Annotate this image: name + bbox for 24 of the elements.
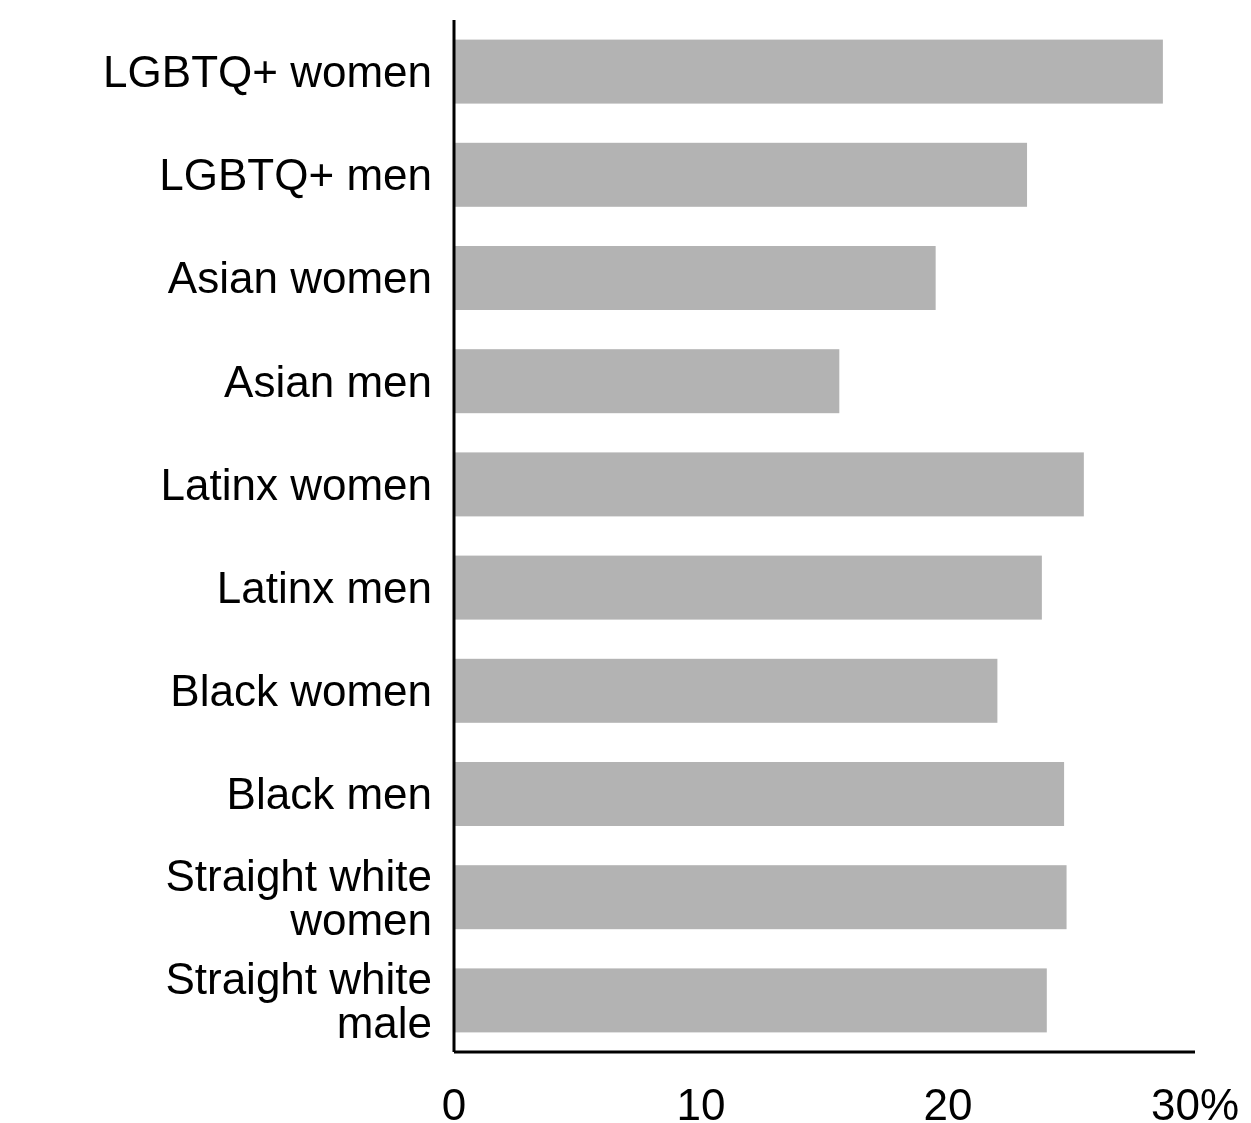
- x-tick-label: 0: [441, 1080, 467, 1123]
- x-tick-label: 30%: [1150, 1080, 1240, 1123]
- y-tick-label: Asian women: [167, 253, 432, 303]
- y-tick-label: Straight white male: [165, 953, 432, 1047]
- bar: [454, 246, 936, 310]
- bar: [454, 555, 1042, 620]
- bar: [454, 865, 1067, 930]
- y-tick-label: Black women: [170, 666, 432, 716]
- x-tick-label: 20: [923, 1080, 973, 1123]
- y-tick-label: LGBTQ+ women: [103, 47, 432, 96]
- bar: [454, 349, 840, 414]
- y-tick-label: Black men: [226, 769, 432, 819]
- y-tick-label: Straight white women: [165, 850, 432, 944]
- bar: [454, 452, 1084, 517]
- bar: [454, 39, 1163, 104]
- bar: [454, 142, 1028, 207]
- y-tick-label: Latinx women: [160, 459, 432, 509]
- x-tick-label: 10: [676, 1080, 726, 1123]
- bar: [454, 762, 1065, 826]
- y-tick-label: LGBTQ+ men: [159, 150, 432, 200]
- bar: [454, 968, 1047, 1033]
- y-tick-label: Asian men: [224, 356, 432, 406]
- bar: [454, 658, 998, 723]
- y-tick-label: Latinx men: [216, 563, 432, 612]
